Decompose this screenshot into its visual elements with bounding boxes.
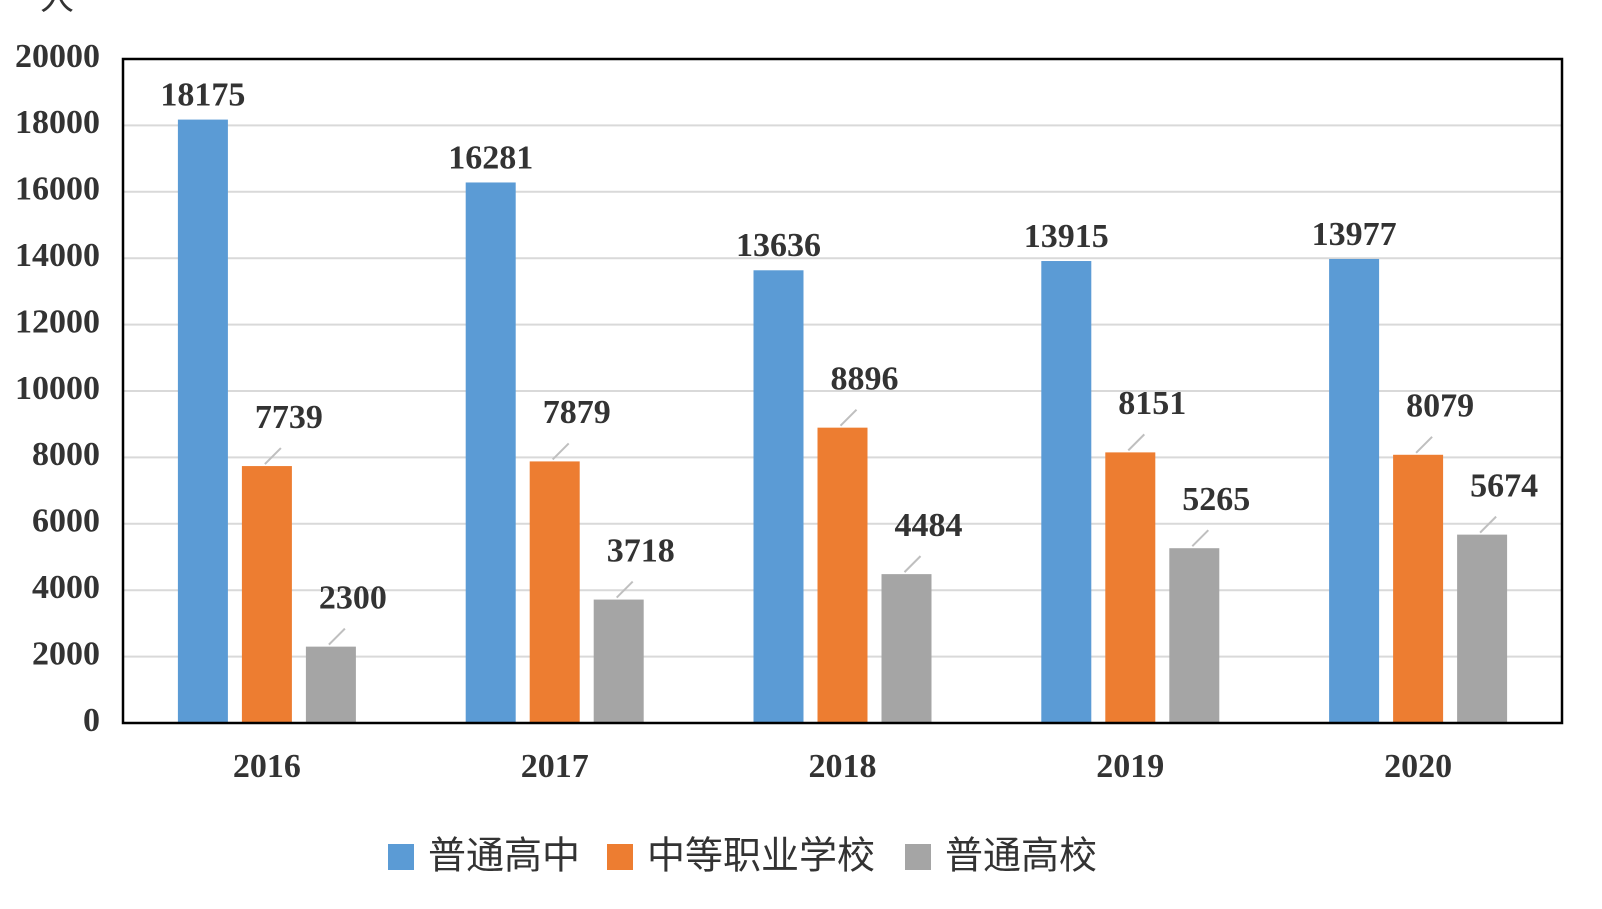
legend: 普通高中 中等职业学校 普通高校 <box>388 834 1097 878</box>
bars-group <box>177 119 1508 724</box>
leader-line <box>551 442 570 461</box>
y-tick-label: 16000 <box>15 171 100 208</box>
leader-line <box>1191 529 1210 547</box>
bar <box>1393 454 1444 723</box>
bar <box>881 574 932 723</box>
x-tick-label: 2019 <box>1096 748 1164 785</box>
legend-label: 普通高中 <box>428 834 580 878</box>
legend-label: 中等职业学校 <box>647 834 875 878</box>
leader-line <box>903 555 922 573</box>
plot-frame <box>121 57 1564 725</box>
bar <box>1105 452 1156 723</box>
y-tick-label: 6000 <box>32 503 100 540</box>
bar <box>465 182 516 723</box>
x-tick-label: 2016 <box>233 748 301 785</box>
legend-label: 普通高校 <box>945 834 1097 878</box>
data-label: 13977 <box>1312 216 1397 253</box>
x-tick-label: 2020 <box>1384 748 1452 785</box>
data-label: 7739 <box>255 399 323 436</box>
leader-line <box>1127 433 1146 452</box>
axes: 0 2000 4000 6000 8000 10000 12000 14000 16000 180… <box>15 38 1564 785</box>
legend-swatch <box>905 844 931 870</box>
bar <box>177 119 228 724</box>
bar <box>1329 258 1380 723</box>
y-tick-label: 20000 <box>15 38 100 75</box>
leader-line <box>264 447 282 465</box>
leader-line <box>615 580 634 599</box>
y-tick-label: 14000 <box>15 237 100 274</box>
bar <box>753 270 804 723</box>
data-label: 7879 <box>543 394 611 431</box>
y-tick-label: 2000 <box>32 635 100 672</box>
legend-swatch <box>607 844 633 870</box>
bar <box>817 427 868 723</box>
leader-line <box>839 408 858 427</box>
y-tick-label: 8000 <box>32 436 100 473</box>
x-tick-label: 2018 <box>809 748 877 785</box>
data-label: 5674 <box>1470 467 1538 504</box>
bar <box>1169 548 1220 723</box>
bar <box>1041 261 1092 723</box>
bar <box>305 646 356 723</box>
bar <box>1457 534 1508 723</box>
leader-line <box>1479 515 1497 534</box>
y-tick-label: 12000 <box>15 303 100 340</box>
y-tick-label: 18000 <box>15 104 100 141</box>
y-tick-label: 4000 <box>32 569 100 606</box>
bar <box>241 466 292 723</box>
data-label: 16281 <box>448 139 533 176</box>
data-label: 3718 <box>607 532 675 569</box>
y-tick-label: 10000 <box>15 370 100 407</box>
data-label: 5265 <box>1182 481 1250 518</box>
data-label: 8151 <box>1118 385 1186 422</box>
y-tick-label: 0 <box>83 702 100 739</box>
gridlines <box>123 124 1562 658</box>
data-label: 13915 <box>1024 218 1109 255</box>
data-label: 8896 <box>831 360 899 397</box>
data-label: 8079 <box>1406 388 1474 425</box>
leader-line <box>1415 436 1433 454</box>
unit-label: 人 <box>40 0 74 19</box>
bar <box>529 461 580 723</box>
bar <box>593 599 644 723</box>
data-labels-group: 18175 7739 2300 16281 7879 3718 13636 8896 4484 1… <box>160 76 1538 646</box>
leader-line <box>328 627 346 646</box>
data-label: 4484 <box>895 507 963 544</box>
data-label: 2300 <box>319 579 387 616</box>
data-label: 13636 <box>736 227 821 264</box>
legend-swatch <box>388 844 414 870</box>
x-tick-label: 2017 <box>521 748 589 785</box>
data-label: 18175 <box>160 76 245 113</box>
